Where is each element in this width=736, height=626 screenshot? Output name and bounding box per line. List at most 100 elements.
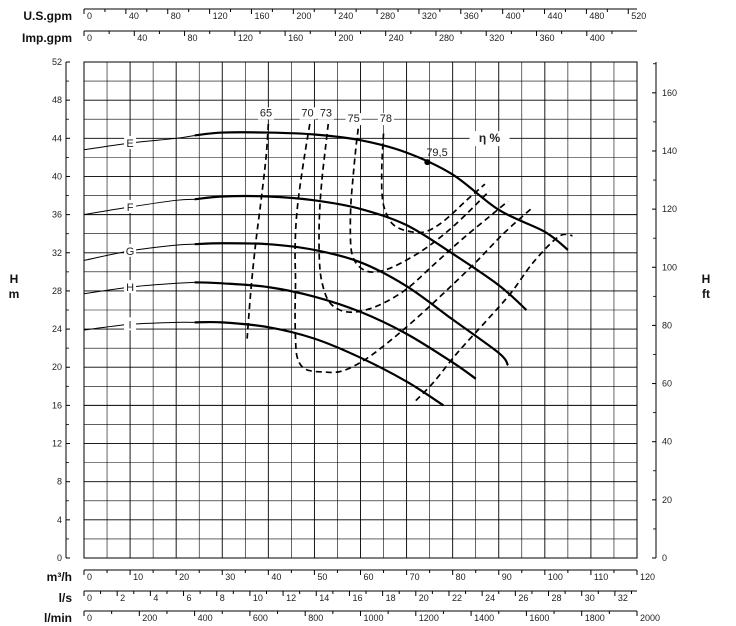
efficiency-label-70: 70	[301, 107, 313, 119]
x-axis-tick-label-ls: 18	[386, 593, 396, 603]
head-curve-label-bg	[124, 280, 137, 294]
left-axis-tick-label: 0	[57, 553, 62, 563]
head-curve-label-F: F	[127, 202, 134, 214]
efficiency-curve-65	[246, 123, 270, 339]
x-axis-tick-label-lmin: 1600	[529, 613, 549, 623]
right-axis-tick-label: 0	[662, 553, 667, 563]
head-curve-label-H: H	[126, 282, 134, 294]
efficiency-label-78: 78	[380, 113, 392, 125]
plot-frame	[83, 61, 638, 559]
x-axis-label-ls: l/s	[59, 591, 73, 605]
efficiency-label-65: 65	[260, 107, 272, 119]
head-curve-thin-I	[83, 321, 195, 331]
x-axis-tick-label-m3h: 110	[594, 572, 608, 582]
x-axis-tick-label-gpm_us: 400	[506, 11, 521, 21]
x-axis-tick-label-gpm_imp: 320	[489, 33, 504, 43]
x-axis-tick-label-gpm_imp: 80	[188, 33, 198, 43]
head-curve-thin-F	[83, 198, 195, 216]
left-axis-tick-label: 32	[52, 248, 62, 258]
x-axis-tick-label-ls: 10	[253, 593, 263, 603]
x-axis-tick-label-gpm_us: 520	[631, 11, 646, 21]
eta-label-bg	[469, 131, 510, 147]
x-axis-tick-label-lmin: 200	[142, 613, 157, 623]
x-axis-label-lmin: l/min	[44, 611, 72, 625]
x-axis-tick-label-lmin: 2000	[640, 613, 660, 623]
head-curve-label-G: G	[126, 246, 135, 258]
x-axis-tick-label-m3h: 30	[225, 572, 235, 582]
right-axis-tick-label: 120	[662, 204, 677, 214]
x-axis-tick-label-lmin: 1800	[585, 613, 605, 623]
x-axis-tick-label-lmin: 1200	[419, 613, 439, 623]
efficiency-curve-73	[318, 123, 509, 314]
efficiency-label-bg	[377, 113, 394, 126]
right-axis-label: H	[702, 272, 711, 286]
left-axis-tick-label: 8	[57, 477, 62, 487]
x-axis-tick-label-m3h: 90	[502, 572, 512, 582]
x-axis-tick-label-m3h: 60	[364, 572, 374, 582]
best-efficiency-point	[424, 159, 431, 166]
right-axis-tick-label: 60	[662, 379, 672, 389]
x-axis-tick-label-gpm_us: 440	[548, 11, 563, 21]
eta-label: η %	[479, 131, 501, 145]
efficiency-curve-70	[294, 123, 532, 374]
x-axis-tick-label-ls: 20	[419, 593, 429, 603]
right-axis-tick-label: 80	[662, 320, 672, 330]
data-curves	[83, 123, 573, 407]
x-axis-tick-label-ls: 4	[153, 593, 158, 603]
left-axis-tick-label: 48	[52, 95, 62, 105]
bep-label: 79,5	[426, 147, 447, 159]
x-axis-tick-label-m3h: 100	[548, 572, 563, 582]
right-axis-tick-label: 160	[662, 88, 677, 98]
x-axis-tick-label-gpm_imp: 400	[590, 33, 605, 43]
x-axis-tick-label-gpm_imp: 160	[288, 33, 303, 43]
x-axis-tick-label-lmin: 0	[87, 613, 92, 623]
x-axis-tick-label-lmin: 600	[253, 613, 268, 623]
x-axis-tick-label-lmin: 1000	[364, 613, 384, 623]
efficiency-label-bg	[345, 113, 362, 126]
x-axis-tick-label-m3h: 120	[640, 572, 655, 582]
head-curve-H	[194, 281, 477, 380]
right-axis-unit: ft	[702, 287, 710, 301]
x-axis-tick-label-gpm_us: 0	[87, 11, 92, 21]
right-axis-tick-label: 140	[662, 146, 677, 156]
x-axis-tick-label-m3h: 20	[179, 572, 189, 582]
x-axis-tick-label-gpm_imp: 360	[540, 33, 555, 43]
x-axis-tick-label-m3h: 80	[456, 572, 466, 582]
x-axis-tick-label-gpm_imp: 240	[389, 33, 404, 43]
x-axis-tick-label-gpm_us: 480	[589, 11, 604, 21]
x-axis-tick-label-lmin: 1400	[474, 613, 494, 623]
right-axis-tick-label: 40	[662, 437, 672, 447]
efficiency-label-75: 75	[347, 113, 359, 125]
left-axis-tick-label: 4	[57, 515, 62, 525]
x-axis-tick-label-ls: 24	[485, 593, 495, 603]
head-curve-label-E: E	[126, 138, 133, 150]
head-curve-label-I: I	[129, 319, 132, 331]
head-curve-F	[194, 194, 528, 311]
efficiency-label-73: 73	[320, 107, 332, 119]
head-curve-label-bg	[124, 243, 137, 257]
head-curve-thin-E	[83, 134, 195, 151]
x-axis-label-m3h: m³/h	[47, 570, 72, 584]
x-axis-tick-label-gpm_us: 160	[254, 11, 269, 21]
head-curve-label-bg	[124, 136, 137, 150]
head-curve-I	[194, 320, 445, 407]
efficiency-curve-78	[380, 133, 486, 234]
head-curve-E	[194, 131, 569, 251]
x-axis-tick-label-ls: 32	[618, 593, 628, 603]
x-axis-tick-label-gpm_us: 240	[338, 11, 353, 21]
x-axis-tick-label-m3h: 70	[410, 572, 420, 582]
x-axis-tick-label-ls: 6	[187, 593, 192, 603]
left-axis-label: H	[10, 272, 19, 286]
left-axis-tick-label: 44	[52, 133, 62, 143]
efficiency-label-bg	[299, 107, 316, 120]
x-axis-tick-label-gpm_us: 80	[171, 11, 181, 21]
x-axis-tick-label-ls: 30	[585, 593, 595, 603]
x-axis-label-gpm_imp: Imp.gpm	[22, 31, 72, 45]
left-axis-tick-label: 16	[52, 400, 62, 410]
x-axis-tick-label-m3h: 40	[271, 572, 281, 582]
x-axis-tick-label-ls: 28	[552, 593, 562, 603]
x-axis-tick-label-ls: 12	[286, 593, 296, 603]
head-curve-G	[194, 242, 509, 366]
left-axis-tick-label: 24	[52, 324, 62, 334]
